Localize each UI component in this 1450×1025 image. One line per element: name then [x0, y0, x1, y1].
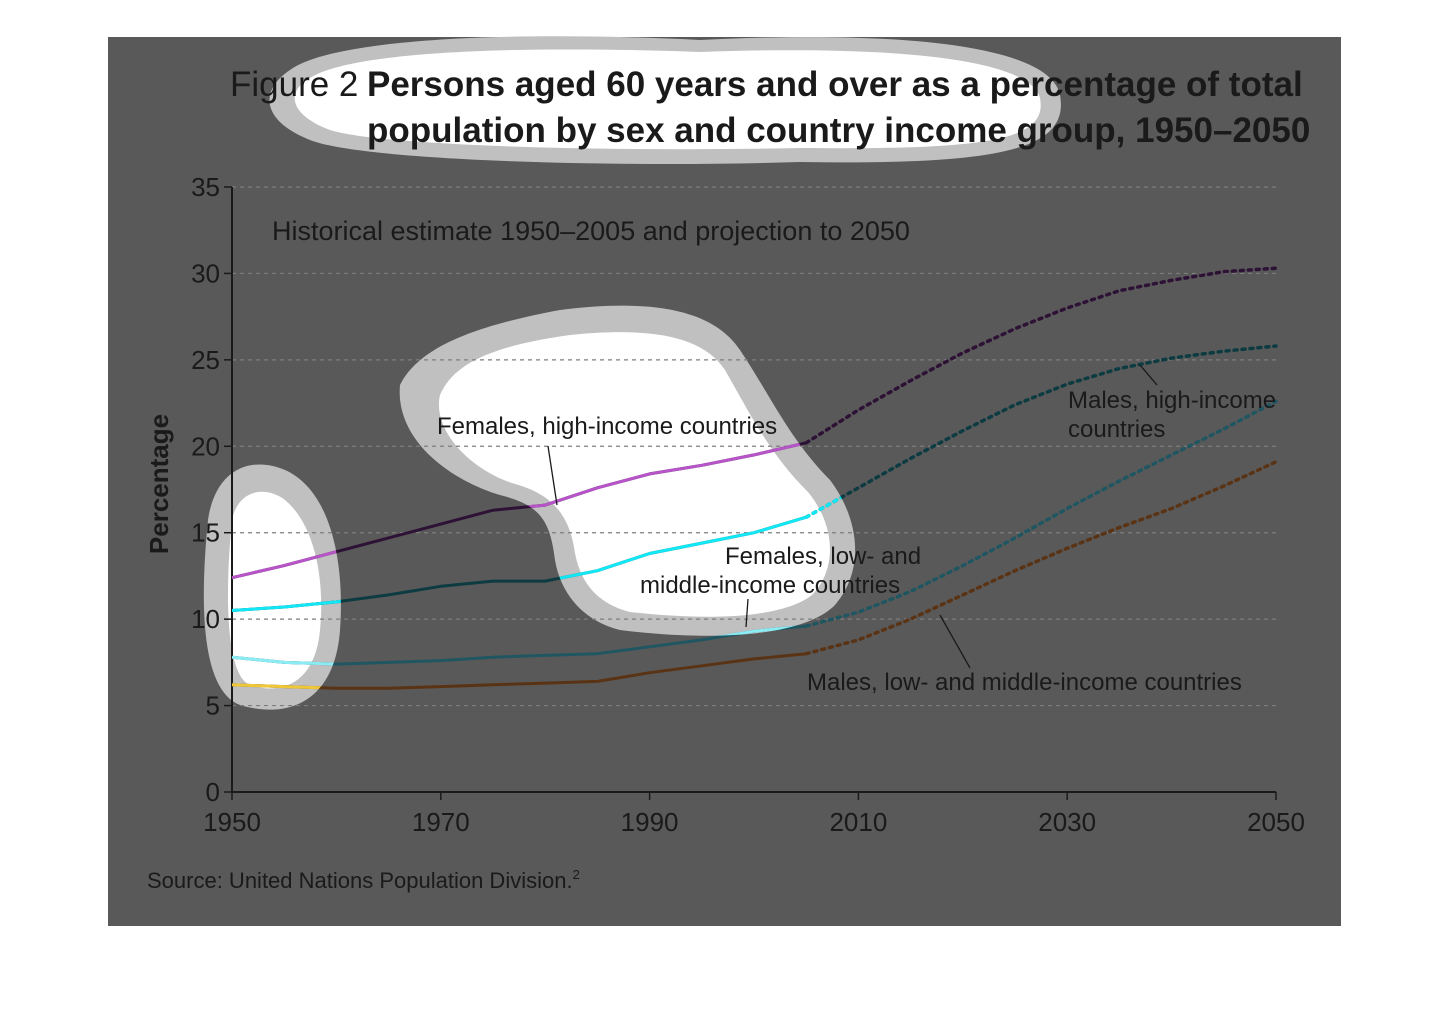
label-females-low-2: middle-income countries [640, 572, 900, 599]
y-tick-label-15: 15 [191, 518, 220, 548]
leader-males-high [1139, 364, 1158, 386]
source-footnote: 2 [573, 867, 580, 882]
title-blob-inner [294, 49, 1041, 150]
y-axis-label: Percentage [144, 414, 174, 554]
x-tick-label-2050: 2050 [1247, 807, 1305, 837]
center-blob-inner [438, 332, 830, 617]
x-tick-label-1950: 1950 [203, 807, 261, 837]
series-1-projection [804, 344, 1278, 519]
label-females-high: Females, high-income countries [437, 413, 777, 440]
y-tick-label-25: 25 [191, 345, 220, 375]
y-tick-label-20: 20 [191, 431, 220, 461]
leader-females-low [745, 598, 749, 628]
left-blob-inner [227, 491, 322, 689]
label-females-low-1: Females, low- and [725, 543, 921, 570]
series-0-projection [804, 266, 1278, 445]
series-3-projection [804, 460, 1278, 656]
y-tick-label-30: 30 [191, 258, 220, 288]
axes: 0 5 10 15 20 25 30 35 1950 1970 1990 2010 2030 2050 [191, 172, 1305, 837]
series-annotations: Females, high-income countries Males, hi… [437, 364, 1276, 696]
highlight-blobs [203, 36, 1061, 710]
x-tick-label-1970: 1970 [412, 807, 470, 837]
source-note: Source: United Nations Population Divisi… [147, 867, 580, 893]
y-tick-label-35: 35 [191, 172, 220, 202]
chart-title-line1: Persons aged 60 years and over as a perc… [367, 65, 1303, 104]
figure-number: Figure 2 [230, 65, 358, 104]
series-3-historical [231, 652, 807, 690]
label-males-high-2: countries [1068, 416, 1165, 443]
y-tick-label-10: 10 [191, 604, 220, 634]
label-males-low: Males, low- and middle-income countries [807, 669, 1242, 696]
x-tick-label-1990: 1990 [621, 807, 679, 837]
y-tick-label-5: 5 [206, 691, 220, 721]
chart-title-line2: population by sex and country income gro… [367, 111, 1310, 150]
source-text: Source: United Nations Population Divisi… [147, 868, 573, 893]
leader-males-low [939, 614, 971, 669]
label-males-high-1: Males, high-income [1068, 387, 1276, 414]
series-2-projection [804, 399, 1278, 628]
y-tick-label-0: 0 [206, 777, 220, 807]
leader-females-high [547, 445, 558, 506]
chart-subtitle: Historical estimate 1950–2005 and projec… [272, 216, 910, 246]
x-tick-label-2030: 2030 [1038, 807, 1096, 837]
x-tick-label-2010: 2010 [829, 807, 887, 837]
